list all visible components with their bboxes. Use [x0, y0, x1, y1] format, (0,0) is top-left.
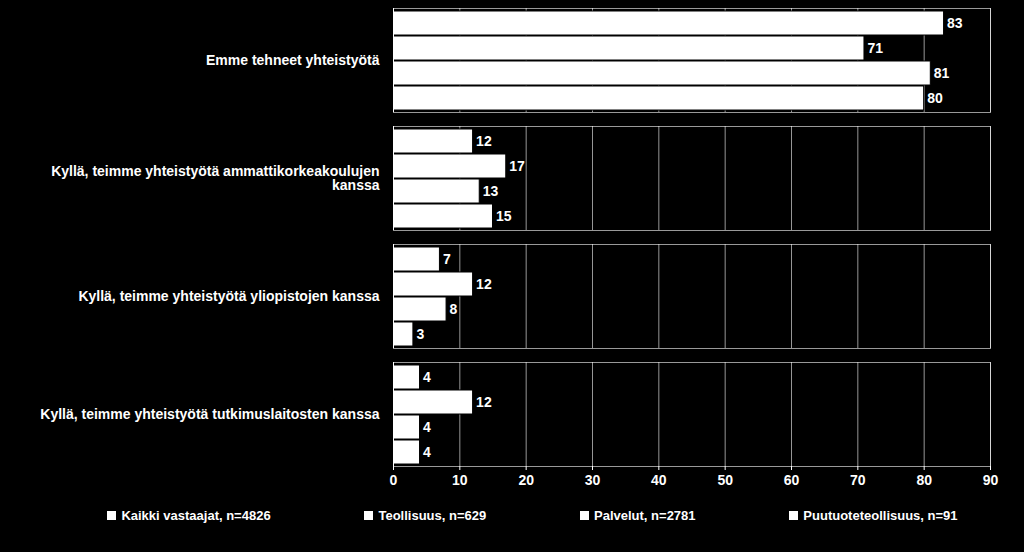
- svg-text:20: 20: [518, 472, 534, 488]
- svg-text:Emme tehneet yhteistyötä: Emme tehneet yhteistyötä: [206, 52, 380, 68]
- svg-text:50: 50: [717, 472, 733, 488]
- svg-text:30: 30: [585, 472, 601, 488]
- svg-text:3: 3: [416, 326, 424, 342]
- html-text:Kaikki vastaajat, n=4826: Kaikki vastaajat, n=4826: [121, 508, 271, 523]
- svg-text:81: 81: [934, 65, 950, 81]
- svg-text:80: 80: [927, 90, 943, 106]
- svg-text:0: 0: [390, 472, 398, 488]
- svg-text:17: 17: [509, 158, 525, 174]
- svg-text:12: 12: [476, 133, 492, 149]
- svg-text:12: 12: [476, 276, 492, 292]
- svg-text:4: 4: [423, 419, 431, 435]
- svg-text:8: 8: [450, 301, 458, 317]
- svg-text:Kyllä, teimme yhteistyötä tutk: Kyllä, teimme yhteistyötä tutkimuslaitos…: [40, 406, 379, 422]
- html-text:Puutuoteteollisuus, n=91: Puutuoteteollisuus, n=91: [803, 508, 958, 523]
- svg-text:4: 4: [423, 369, 431, 385]
- html-text:Palvelut, n=2781: Palvelut, n=2781: [594, 508, 696, 523]
- svg-text:10: 10: [452, 472, 468, 488]
- html-text:Teollisuus, n=629: Teollisuus, n=629: [378, 508, 487, 523]
- svg-text:83: 83: [947, 15, 963, 31]
- svg-text:60: 60: [784, 472, 800, 488]
- svg-text:4: 4: [423, 444, 431, 460]
- svg-text:15: 15: [496, 208, 512, 224]
- svg-text:7: 7: [443, 251, 451, 267]
- svg-text:Kyllä, teimme yhteistyötä ylio: Kyllä, teimme yhteistyötä yliopistojen k…: [78, 288, 379, 304]
- svg-text:71: 71: [867, 40, 883, 56]
- svg-text:Kyllä, teimme yhteistyötä amma: Kyllä, teimme yhteistyötä ammattikorkeak…: [51, 163, 380, 193]
- svg-text:70: 70: [850, 472, 866, 488]
- svg-text:80: 80: [916, 472, 932, 488]
- svg-text:40: 40: [651, 472, 667, 488]
- svg-text:13: 13: [483, 183, 499, 199]
- svg-text:12: 12: [476, 394, 492, 410]
- svg-text:90: 90: [983, 472, 999, 488]
